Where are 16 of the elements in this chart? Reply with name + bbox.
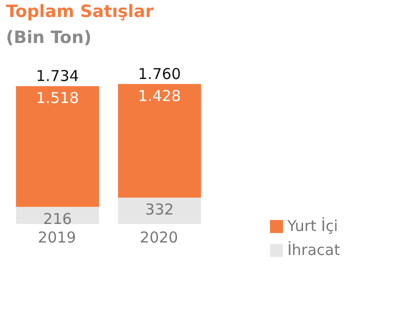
chart-title: Toplam Satışlar — [6, 2, 154, 22]
bar — [118, 84, 201, 198]
x-tick-label: 2020 — [140, 228, 178, 247]
data-label: 216 — [43, 210, 72, 228]
data-label: 1.428 — [138, 87, 181, 105]
data-label: 1.518 — [36, 89, 79, 108]
chart-subtitle: (Bin Ton) — [6, 28, 92, 48]
bar — [16, 206, 99, 224]
data-label: 332 — [145, 200, 174, 219]
bar — [16, 86, 99, 207]
legend-label: İhracat — [287, 241, 340, 259]
total-label: 1.760 — [138, 65, 181, 83]
x-tick-label: 2019 — [38, 228, 76, 247]
bar — [118, 198, 201, 224]
legend-label: Yurt İçi — [287, 217, 338, 235]
total-label: 1.734 — [36, 67, 79, 86]
